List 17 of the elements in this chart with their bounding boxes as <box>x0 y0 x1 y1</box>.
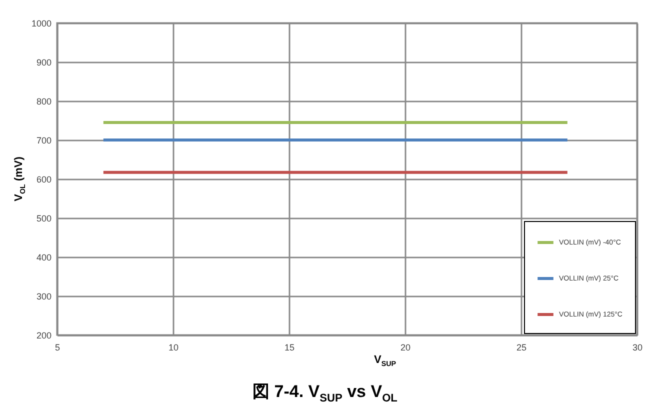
x-tick-label: 15 <box>284 342 295 352</box>
x-tick-label: 20 <box>400 342 411 352</box>
y-tick-label: 700 <box>36 136 52 146</box>
y-tick-label: 800 <box>36 96 52 106</box>
x-tick-label: 25 <box>516 342 527 352</box>
y-tick-label: 300 <box>36 292 52 302</box>
y-tick-label: 900 <box>36 58 52 68</box>
text: 図 7-4. V$_{SUP}$ vs V$_{OL}$ <box>252 381 398 404</box>
y-tick-label: 600 <box>36 174 52 184</box>
x-tick-label: 10 <box>168 342 179 352</box>
y-tick-label: 400 <box>36 252 52 262</box>
y-tick-label: 200 <box>36 330 52 340</box>
y-tick-label: 1000 <box>31 18 52 28</box>
x-tick-label: 30 <box>632 342 643 352</box>
x-tick-label: 5 <box>54 342 60 352</box>
y-tick-label: 500 <box>36 214 52 224</box>
x-axis-title: V$_{SUP}$ <box>374 354 396 368</box>
